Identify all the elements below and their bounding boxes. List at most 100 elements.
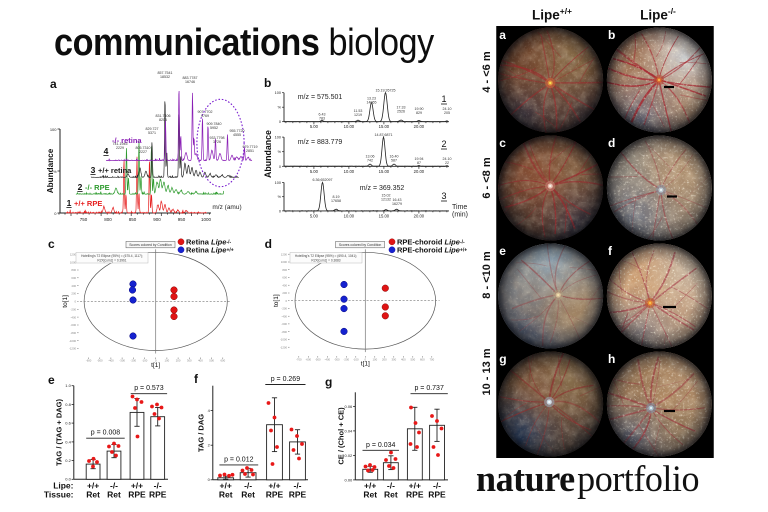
svg-text:100: 100 bbox=[275, 91, 281, 95]
svg-text:300: 300 bbox=[187, 359, 192, 363]
svg-text:200: 200 bbox=[71, 292, 76, 296]
svg-text:5.00: 5.00 bbox=[310, 169, 319, 174]
svg-text:-/-: -/- bbox=[293, 481, 301, 491]
svg-text:-400: -400 bbox=[324, 357, 330, 361]
svg-text:+/+: +/+ bbox=[268, 481, 280, 491]
svg-text:800: 800 bbox=[104, 217, 112, 222]
svg-text:-600: -600 bbox=[305, 357, 311, 361]
svg-text:15.00: 15.00 bbox=[379, 213, 390, 218]
svg-text:16746: 16746 bbox=[185, 80, 195, 84]
svg-text:-/-: -/- bbox=[154, 481, 162, 491]
svg-text:d: d bbox=[608, 136, 615, 150]
svg-text:-500: -500 bbox=[315, 357, 321, 361]
svg-text:0: 0 bbox=[279, 165, 281, 169]
svg-text:205: 205 bbox=[444, 111, 450, 115]
svg-text:0: 0 bbox=[365, 357, 367, 361]
svg-text:16.43: 16.43 bbox=[393, 198, 402, 202]
svg-text:742: 742 bbox=[367, 159, 373, 163]
svg-text:100: 100 bbox=[372, 357, 377, 361]
svg-text:0.0: 0.0 bbox=[65, 477, 71, 482]
svg-text:9769: 9769 bbox=[201, 114, 209, 118]
svg-text:t[1]: t[1] bbox=[151, 362, 160, 369]
svg-text:400: 400 bbox=[282, 283, 287, 287]
svg-text:-400: -400 bbox=[70, 315, 76, 319]
svg-text:-200: -200 bbox=[343, 357, 349, 361]
svg-text:100: 100 bbox=[275, 181, 281, 185]
svg-text:11.53: 11.53 bbox=[354, 109, 363, 113]
svg-text:m/z = 883.779: m/z = 883.779 bbox=[298, 139, 343, 146]
svg-text:24.10: 24.10 bbox=[443, 107, 452, 111]
svg-text:g: g bbox=[325, 375, 332, 389]
svg-text:-800: -800 bbox=[281, 330, 287, 334]
svg-text:+/+: +/+ bbox=[87, 481, 99, 491]
svg-text:d: d bbox=[265, 237, 272, 251]
svg-text:100: 100 bbox=[275, 136, 281, 140]
svg-text:TAG / (TAG + DAG): TAG / (TAG + DAG) bbox=[55, 398, 64, 466]
svg-text:(min): (min) bbox=[452, 212, 468, 219]
svg-text:783: 783 bbox=[319, 117, 325, 121]
svg-text:-200: -200 bbox=[281, 307, 287, 311]
svg-text:Ret: Ret bbox=[241, 490, 255, 500]
svg-text:0.6: 0.6 bbox=[65, 421, 71, 426]
svg-text:%: % bbox=[53, 169, 57, 174]
svg-text:200: 200 bbox=[282, 291, 287, 295]
svg-text:4: 4 bbox=[104, 146, 109, 156]
svg-text:20.00: 20.00 bbox=[414, 124, 425, 129]
svg-text:RPE-choroid Lipe-/-: RPE-choroid Lipe-/- bbox=[397, 237, 465, 246]
svg-text:600: 600 bbox=[420, 357, 425, 361]
svg-text:100: 100 bbox=[165, 359, 170, 363]
svg-text:900: 900 bbox=[153, 217, 161, 222]
svg-text:f: f bbox=[608, 244, 613, 258]
svg-text:10.00: 10.00 bbox=[344, 124, 355, 129]
svg-text:-1000: -1000 bbox=[280, 338, 288, 342]
svg-text:18532: 18532 bbox=[160, 75, 170, 79]
svg-text:R2X[com1] = 0.3961: R2X[com1] = 0.3961 bbox=[97, 258, 126, 262]
svg-text:857.7541: 857.7541 bbox=[158, 71, 173, 75]
svg-text:5371: 5371 bbox=[148, 131, 156, 135]
svg-text:0.2: 0.2 bbox=[65, 458, 71, 463]
svg-text:0.06: 0.06 bbox=[345, 404, 354, 409]
svg-text:200: 200 bbox=[176, 359, 181, 363]
svg-text:RPE: RPE bbox=[128, 490, 146, 500]
svg-text:4555: 4555 bbox=[233, 133, 241, 137]
svg-text:19.90: 19.90 bbox=[415, 107, 424, 111]
svg-text:b: b bbox=[608, 28, 615, 42]
svg-text:-700: -700 bbox=[296, 357, 302, 361]
svg-text:4: 4 bbox=[208, 408, 211, 413]
svg-text:Abundance: Abundance bbox=[46, 148, 55, 193]
svg-text:0.4: 0.4 bbox=[65, 439, 71, 444]
svg-text:600: 600 bbox=[71, 276, 76, 280]
svg-text:3: 3 bbox=[91, 165, 96, 175]
svg-text:e: e bbox=[48, 373, 55, 387]
svg-text:b: b bbox=[264, 76, 271, 90]
svg-text:20.00: 20.00 bbox=[414, 169, 425, 174]
svg-text:1: 1 bbox=[67, 198, 72, 208]
svg-text:e: e bbox=[499, 244, 506, 258]
svg-text:-/-: -/- bbox=[110, 481, 118, 491]
svg-text:883.7787: 883.7787 bbox=[183, 76, 198, 80]
svg-text:%: % bbox=[278, 150, 282, 154]
svg-text:805.7310: 805.7310 bbox=[136, 146, 151, 150]
svg-text:907.7702: 907.7702 bbox=[198, 110, 213, 114]
svg-text:741.1945: 741.1945 bbox=[113, 142, 128, 146]
svg-text:933.7798: 933.7798 bbox=[210, 136, 225, 140]
svg-text:17.33: 17.33 bbox=[397, 106, 406, 110]
svg-text:600: 600 bbox=[220, 359, 225, 363]
svg-text:RPE: RPE bbox=[406, 490, 424, 500]
svg-text:0: 0 bbox=[285, 299, 287, 303]
svg-text:%: % bbox=[278, 106, 282, 110]
svg-text:Time: Time bbox=[452, 204, 467, 211]
svg-text:Ret: Ret bbox=[107, 490, 121, 500]
svg-text:20.00: 20.00 bbox=[414, 213, 425, 218]
svg-text:1200: 1200 bbox=[281, 252, 288, 256]
svg-text:0: 0 bbox=[155, 359, 157, 363]
svg-text:17658: 17658 bbox=[331, 199, 341, 203]
svg-text:955.7720: 955.7720 bbox=[230, 129, 245, 133]
svg-text:1000: 1000 bbox=[70, 260, 77, 264]
svg-text:600: 600 bbox=[282, 276, 287, 280]
svg-text:p = 0.573: p = 0.573 bbox=[134, 385, 163, 392]
svg-text:2: 2 bbox=[208, 443, 211, 448]
svg-text:-100: -100 bbox=[142, 359, 148, 363]
svg-text:850: 850 bbox=[129, 217, 137, 222]
svg-text:750: 750 bbox=[80, 217, 88, 222]
